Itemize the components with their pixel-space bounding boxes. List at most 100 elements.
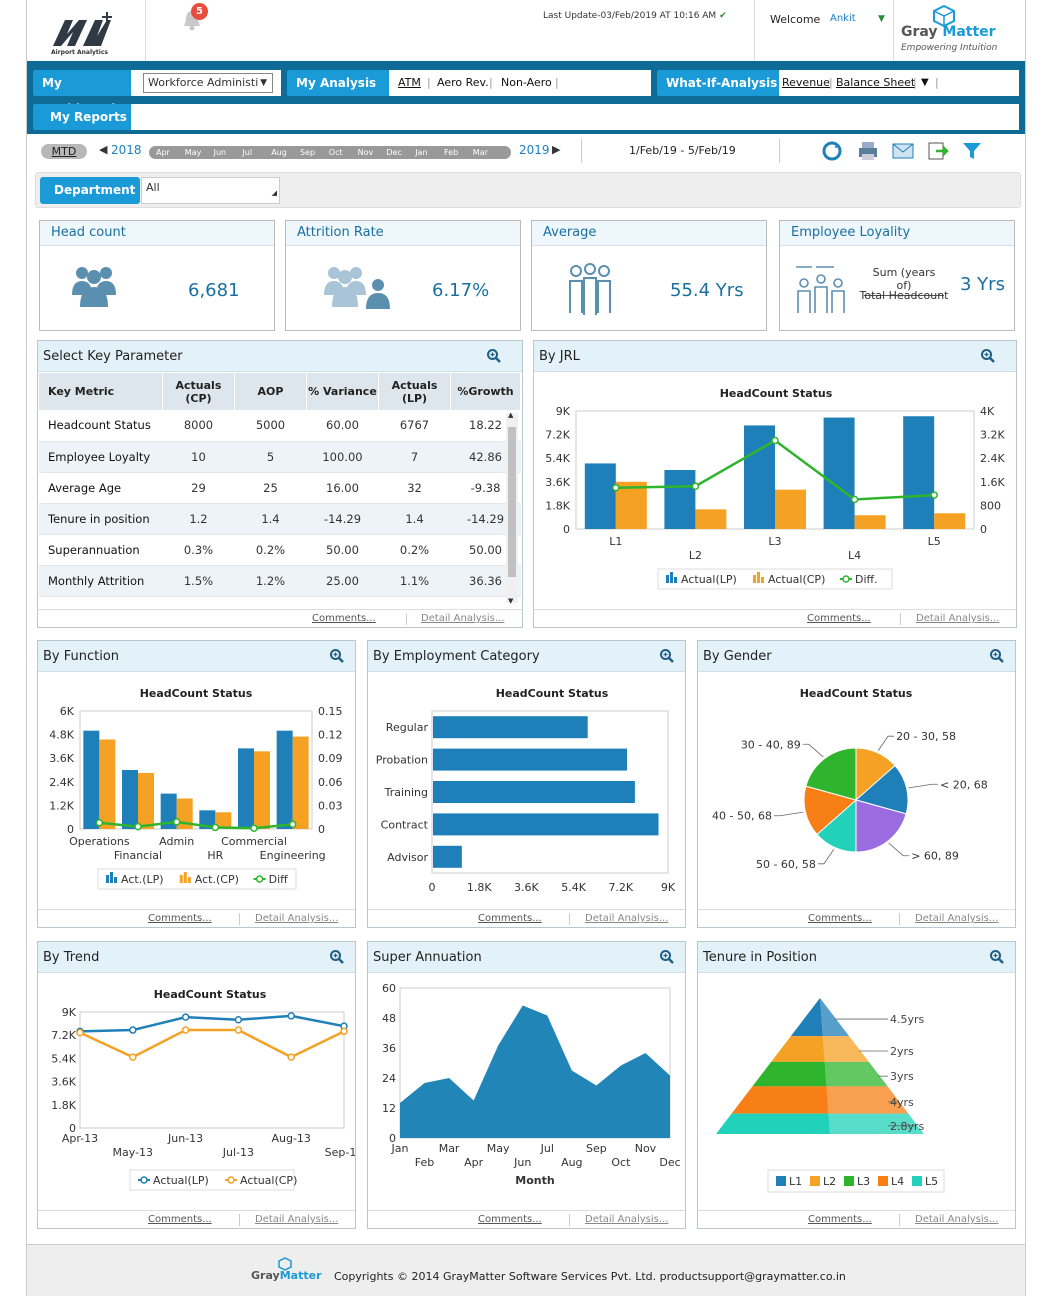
user-name[interactable]: Ankit [830,13,856,24]
detail-analysis-link[interactable]: Detail Analysis... [585,1214,669,1225]
table-row[interactable]: Superannuation 0.3% 0.2% 50.00 0.2% 50.00 [39,534,521,566]
workforce-select[interactable]: Workforce Administi ▼ [143,73,273,93]
month-label[interactable]: Aug [271,148,287,157]
y-tick-label: 12 [382,1102,396,1115]
scroll-thumb[interactable] [508,427,516,577]
column-header[interactable]: AOP [234,373,307,410]
month-label[interactable]: Feb [444,148,459,157]
month-label[interactable]: Jun [213,148,227,157]
filter-icon[interactable] [961,140,983,162]
zoom-icon[interactable] [980,348,996,364]
month-label[interactable]: Mar [472,148,488,157]
detail-analysis-link[interactable]: Detail Analysis... [255,913,339,924]
zoom-icon[interactable] [329,949,345,965]
start-year[interactable]: 2018 [111,143,142,157]
kpi-average[interactable]: Average 55.4 Yrs [531,220,767,331]
print-icon[interactable] [857,140,879,162]
chart-title: HeadCount Status [720,387,833,400]
month-label[interactable]: Jul [242,148,253,157]
table-scrollbar[interactable]: ▲ ▼ [506,411,518,605]
kpi-headcount[interactable]: Head count 6,681 [39,220,275,331]
next-year-arrow-icon[interactable]: ▶ [552,143,561,156]
scroll-down-icon[interactable]: ▼ [508,597,514,605]
month-label[interactable]: May [184,148,202,157]
y-tick-label: Advisor [387,851,428,864]
prev-year-arrow-icon[interactable]: ◀ [99,143,108,156]
month-label[interactable]: Apr [156,148,170,157]
legend-label: L3 [857,1175,870,1188]
y-tick-label: 7.2K [51,1029,76,1042]
mtd-toggle[interactable]: MTD [41,144,87,159]
comments-link[interactable]: Comments... [808,1214,872,1225]
non-aero-link[interactable]: Non-Aero [501,76,552,89]
month-label[interactable]: Sep [300,148,316,157]
column-header[interactable]: Actuals (LP) [378,373,452,410]
comments-link[interactable]: Comments... [312,613,376,624]
column-header[interactable]: % Variance [306,373,380,410]
zoom-icon[interactable] [659,648,675,664]
comments-link[interactable]: Comments... [807,613,871,624]
comments-link[interactable]: Comments... [148,1214,212,1225]
scroll-up-icon[interactable]: ▲ [508,411,514,419]
aero-rev-link[interactable]: Aero Rev. [437,76,489,89]
chart-title: HeadCount Status [496,687,609,700]
kpi-employee-loyalty[interactable]: Employee Loyality Sum (years of) Total H… [779,220,1015,331]
y-tick-label: Contract [381,818,429,831]
my-reports-button[interactable]: My Reports [33,104,131,130]
comments-link[interactable]: Comments... [478,913,542,924]
month-label[interactable]: Dec [386,148,402,157]
kpi-attrition-rate[interactable]: Attrition Rate 6.17% [285,220,521,331]
more-chevron-icon[interactable]: ▼ [921,77,929,88]
detail-analysis-link[interactable]: Detail Analysis... [255,1214,339,1225]
atm-link[interactable]: ATM [398,76,421,89]
month-label[interactable]: Jan [415,148,428,157]
department-select[interactable]: All ◢ [141,177,280,204]
month-label[interactable]: Oct [328,148,343,157]
column-header[interactable]: Actuals (CP) [162,373,235,410]
table-row[interactable]: Headcount Status 8000 5000 60.00 6767 18.22 [39,410,521,442]
x-tick-label: Oct [611,1156,631,1169]
table-row[interactable]: Tenure in position 1.2 1.4 -14.29 1.4 -14.29 [39,503,521,535]
user-menu-caret-icon[interactable]: ▼ [878,14,885,24]
super-annuation-panel: Super Annuation 0 12 24 36 48 60 Jan Feb Mar Apr M… [367,941,686,1229]
balance-sheet-link[interactable]: Balance Sheet [836,76,916,89]
month-label[interactable]: Nov [357,148,374,157]
notification-badge[interactable]: 5 [191,3,208,20]
graymatter-brand[interactable]: Gray Matter [901,24,996,40]
column-header[interactable]: Key Metric [39,373,163,410]
table-row[interactable]: Average Age 29 25 16.00 32 -9.38 [39,472,521,504]
column-header[interactable]: %Growth [450,373,521,410]
detail-analysis-link[interactable]: Detail Analysis... [916,613,1000,624]
zoom-icon[interactable] [659,949,675,965]
email-icon[interactable] [892,140,914,162]
table-row[interactable]: Employee Loyalty 10 5 100.00 7 42.86 [39,441,521,473]
export-icon[interactable] [927,140,949,162]
comments-link[interactable]: Comments... [478,1214,542,1225]
what-if-analysis-button[interactable]: What-If-Analysis [657,70,779,96]
x-tick-label: L4 [848,549,861,562]
header-divider [145,0,146,62]
footer-divider [569,913,570,925]
month-slider[interactable]: Apr May Jun Jul Aug Sep Oct Nov Dec Jan Feb Mar [149,146,511,159]
zoom-icon[interactable] [486,348,502,364]
end-year[interactable]: 2019 [519,143,550,157]
diff-point [288,820,297,829]
table-row[interactable]: Monthly Attrition 1.5% 1.2% 25.00 1.1% 36.36 [39,565,521,597]
series-point [287,1053,295,1061]
my-dashboard-button[interactable]: My Dashboard [33,70,131,116]
comments-link[interactable]: Comments... [808,913,872,924]
zoom-icon[interactable] [329,648,345,664]
detail-analysis-link[interactable]: Detail Analysis... [915,913,999,924]
zoom-icon[interactable] [989,648,1005,664]
y-tick-label: 9K [62,1006,77,1019]
refresh-icon[interactable] [821,140,843,162]
comments-link[interactable]: Comments... [148,913,212,924]
detail-analysis-link[interactable]: Detail Analysis... [915,1214,999,1225]
my-analysis-button[interactable]: My Analysis [287,70,389,96]
x-tick-label: Apr-13 [62,1132,98,1145]
zoom-icon[interactable] [989,949,1005,965]
airport-analytics-logo[interactable] [49,6,125,58]
revenue-link[interactable]: Revenue [782,76,830,89]
detail-analysis-link[interactable]: Detail Analysis... [585,913,669,924]
detail-analysis-link[interactable]: Detail Analysis... [421,613,505,624]
